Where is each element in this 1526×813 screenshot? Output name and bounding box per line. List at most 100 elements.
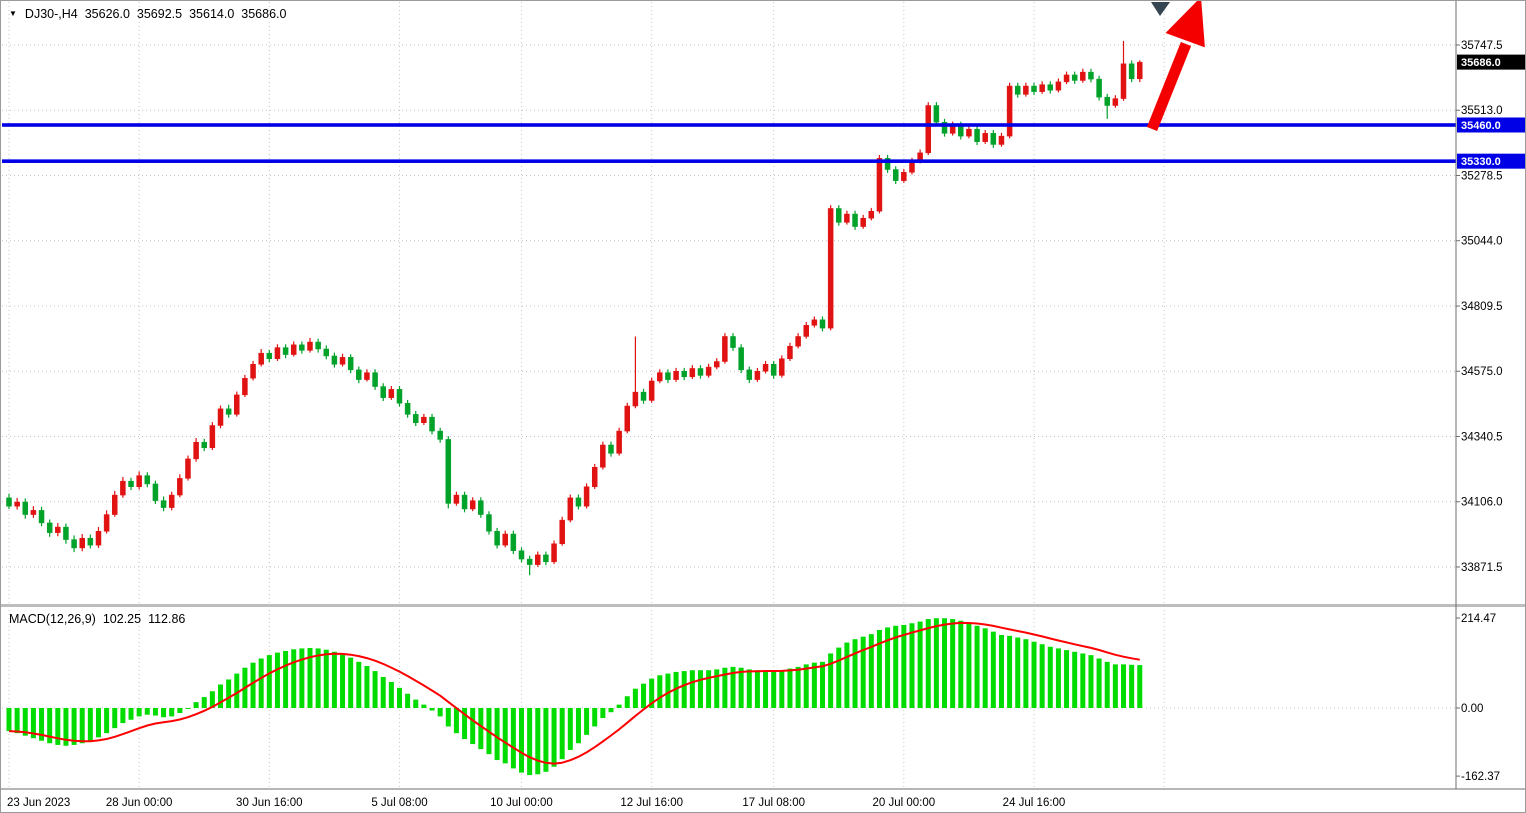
candle-body — [266, 352, 273, 359]
macd-histogram-bar — [942, 618, 948, 708]
macd-histogram-bar — [177, 708, 183, 714]
macd-histogram-bar — [1055, 648, 1061, 708]
up-arrow-shaft[interactable] — [1146, 41, 1192, 132]
horizontal-level-line[interactable] — [2, 123, 1456, 127]
candle-body — [1096, 78, 1102, 98]
candle-body — [144, 475, 151, 485]
macd-histogram-bar — [437, 708, 443, 717]
macd-histogram-bar — [112, 708, 118, 729]
time-axis-label: 28 Jun 00:00 — [106, 797, 173, 809]
macd-histogram-bar — [14, 708, 20, 734]
horizontal-level-line[interactable] — [2, 159, 1456, 163]
macd-histogram-bar — [787, 668, 793, 708]
candle-body — [567, 497, 574, 521]
macd-histogram-bar — [933, 618, 939, 708]
candle-body — [1031, 85, 1037, 92]
candle-body — [469, 500, 476, 510]
macd-histogram-bar — [885, 627, 891, 708]
ohlc-low: 35614.0 — [189, 7, 235, 21]
macd-indicator-label: MACD(12,26,9) 102.25 112.86 — [9, 612, 185, 626]
candle-body — [87, 537, 94, 546]
macd-histogram-bar — [128, 708, 134, 720]
candle-body — [120, 480, 126, 496]
macd-signal-line — [8, 621, 1140, 765]
small-triangle-marker[interactable] — [1151, 2, 1170, 16]
candle-body — [787, 345, 793, 359]
macd-histogram-bar — [722, 667, 728, 708]
macd-histogram-bar — [209, 691, 215, 708]
candle-body — [892, 169, 899, 181]
candle-body — [819, 319, 826, 329]
macd-histogram-bar — [274, 652, 280, 708]
macd-histogram-bar — [730, 666, 736, 708]
macd-histogram-bar — [738, 667, 744, 708]
macd-histogram-bar — [998, 635, 1004, 708]
candle-body — [1006, 85, 1013, 137]
macd-histogram-bar — [551, 708, 557, 767]
macd-histogram-bar — [575, 708, 581, 744]
up-arrow-head[interactable] — [1165, 1, 1205, 48]
price-axis-label: 35278.5 — [1461, 170, 1503, 182]
macd-histogram-bar — [746, 669, 752, 708]
macd-histogram-bar — [600, 708, 606, 719]
candle-body — [583, 486, 590, 507]
candle-body — [966, 128, 972, 137]
candle-body — [616, 430, 622, 454]
level-price-badge-label: 35460.0 — [1461, 120, 1501, 132]
candle-body — [364, 372, 370, 380]
macd-histogram-bar — [470, 708, 476, 745]
symbol-dropdown-icon[interactable]: ▼ — [9, 9, 17, 18]
candle-body — [665, 372, 671, 380]
macd-histogram-bar — [706, 670, 712, 708]
candle-body — [624, 405, 631, 432]
macd-histogram-bar — [39, 708, 45, 741]
macd-histogram-bar — [966, 623, 972, 708]
candle-body — [282, 347, 289, 355]
candle-body — [1023, 85, 1029, 95]
macd-axis-label: 214.47 — [1461, 613, 1496, 625]
macd-histogram-bar — [95, 708, 101, 738]
macd-histogram-bar — [30, 708, 36, 739]
candle-body — [559, 519, 565, 545]
candle-body — [307, 341, 313, 351]
candle-body — [274, 347, 281, 359]
macd-histogram-bar — [323, 649, 329, 708]
time-axis-label: 12 Jul 16:00 — [620, 797, 683, 809]
candle-body — [396, 389, 403, 404]
macd-histogram-bar — [315, 648, 321, 708]
candle-body — [38, 510, 45, 524]
candle-body — [429, 416, 435, 432]
candle-body — [437, 430, 443, 440]
candle-body — [234, 394, 240, 415]
candle-body — [551, 543, 557, 563]
macd-histogram-bar — [624, 696, 630, 708]
candle-body — [1047, 84, 1054, 91]
macd-histogram-bar — [836, 647, 842, 708]
candle-body — [852, 213, 858, 227]
macd-histogram-bar — [909, 623, 915, 708]
candle-body — [339, 357, 346, 365]
macd-histogram-bar — [340, 654, 346, 708]
pane-divider[interactable] — [1, 604, 1526, 607]
candle-body — [779, 358, 785, 376]
candle-body — [217, 408, 224, 426]
macd-histogram-bar — [868, 634, 874, 708]
candle-body — [754, 370, 761, 380]
candle-body — [600, 444, 606, 468]
macd-histogram-bar — [1112, 664, 1118, 708]
macd-histogram-bar — [1104, 661, 1110, 708]
candle-body — [79, 537, 85, 549]
macd-histogram-bar — [616, 704, 622, 708]
macd-histogram-bar — [519, 708, 525, 773]
candle-body — [209, 425, 216, 449]
candle-body — [356, 369, 362, 380]
macd-histogram-bar — [1137, 665, 1143, 708]
macd-histogram-bar — [795, 666, 801, 708]
macd-histogram-bar — [502, 708, 508, 764]
candle-body — [1137, 61, 1143, 80]
macd-axis-label: 0.00 — [1461, 703, 1483, 715]
candle-body — [648, 380, 655, 401]
macd-histogram-bar — [258, 658, 264, 708]
macd-histogram-bar — [453, 708, 459, 734]
